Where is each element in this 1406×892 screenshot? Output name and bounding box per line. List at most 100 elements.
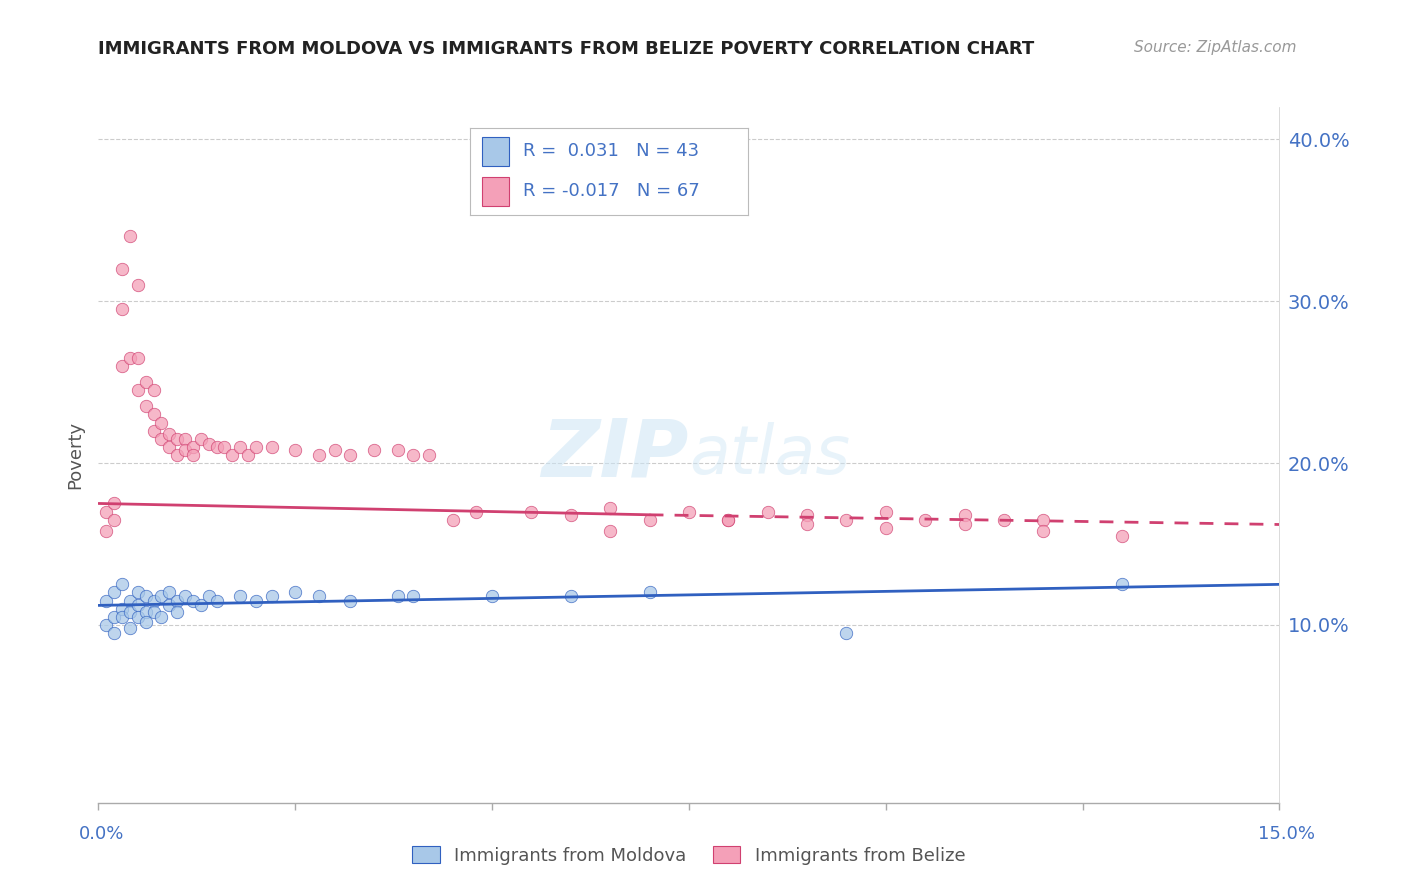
- Point: [127, 351, 149, 365]
- Point: [174, 432, 197, 446]
- Point: [197, 589, 219, 603]
- Point: [914, 513, 936, 527]
- Point: [402, 589, 425, 603]
- Point: [796, 508, 818, 522]
- Point: [260, 440, 283, 454]
- Point: [96, 593, 118, 607]
- Point: [157, 599, 180, 613]
- Point: [599, 524, 621, 538]
- Point: [418, 448, 440, 462]
- Point: [111, 577, 134, 591]
- Point: [875, 504, 897, 518]
- Point: [111, 261, 134, 276]
- Point: [339, 448, 361, 462]
- Point: [150, 609, 173, 624]
- Point: [142, 408, 165, 422]
- Point: [1111, 529, 1133, 543]
- Point: [190, 432, 212, 446]
- Point: [993, 513, 1015, 527]
- Point: [181, 440, 204, 454]
- Point: [756, 504, 779, 518]
- Point: [953, 517, 976, 532]
- Point: [205, 440, 228, 454]
- Point: [638, 513, 661, 527]
- Point: [796, 517, 818, 532]
- Point: [481, 589, 503, 603]
- Point: [142, 383, 165, 397]
- Point: [953, 508, 976, 522]
- Point: [181, 448, 204, 462]
- Point: [111, 302, 134, 317]
- Point: [717, 513, 740, 527]
- Point: [96, 524, 118, 538]
- Point: [103, 585, 125, 599]
- Point: [560, 589, 582, 603]
- Point: [875, 521, 897, 535]
- Point: [111, 609, 134, 624]
- Point: [103, 513, 125, 527]
- Point: [142, 424, 165, 438]
- Point: [150, 589, 173, 603]
- Text: 15.0%: 15.0%: [1258, 825, 1315, 843]
- Point: [221, 448, 243, 462]
- Point: [103, 626, 125, 640]
- Point: [118, 605, 141, 619]
- Point: [308, 589, 330, 603]
- Point: [166, 593, 188, 607]
- Point: [465, 504, 488, 518]
- Point: [835, 513, 858, 527]
- Point: [678, 504, 700, 518]
- Point: [835, 626, 858, 640]
- Point: [111, 601, 134, 615]
- Point: [205, 593, 228, 607]
- Point: [323, 443, 346, 458]
- Point: [135, 589, 157, 603]
- Point: [142, 605, 165, 619]
- Point: [135, 400, 157, 414]
- Point: [245, 440, 267, 454]
- Point: [339, 593, 361, 607]
- Point: [127, 278, 149, 293]
- Point: [157, 585, 180, 599]
- Text: 0.0%: 0.0%: [79, 825, 124, 843]
- Point: [118, 593, 141, 607]
- Point: [135, 375, 157, 389]
- Point: [150, 416, 173, 430]
- Point: [166, 432, 188, 446]
- Point: [236, 448, 259, 462]
- Y-axis label: Poverty: Poverty: [66, 421, 84, 489]
- Point: [135, 605, 157, 619]
- Point: [190, 599, 212, 613]
- Text: atlas: atlas: [689, 422, 851, 488]
- Text: Source: ZipAtlas.com: Source: ZipAtlas.com: [1133, 40, 1296, 55]
- Point: [599, 501, 621, 516]
- Point: [441, 513, 464, 527]
- Text: IMMIGRANTS FROM MOLDOVA VS IMMIGRANTS FROM BELIZE POVERTY CORRELATION CHART: IMMIGRANTS FROM MOLDOVA VS IMMIGRANTS FR…: [98, 40, 1035, 58]
- Legend: Immigrants from Moldova, Immigrants from Belize: Immigrants from Moldova, Immigrants from…: [404, 838, 974, 874]
- Point: [387, 443, 409, 458]
- Point: [118, 351, 141, 365]
- Point: [363, 443, 385, 458]
- Point: [638, 585, 661, 599]
- Point: [127, 599, 149, 613]
- Point: [1111, 577, 1133, 591]
- Point: [127, 609, 149, 624]
- Point: [166, 448, 188, 462]
- Point: [402, 448, 425, 462]
- Point: [284, 585, 307, 599]
- Point: [1032, 524, 1054, 538]
- Point: [103, 609, 125, 624]
- Point: [245, 593, 267, 607]
- Point: [260, 589, 283, 603]
- Point: [214, 440, 236, 454]
- Point: [142, 593, 165, 607]
- Text: ZIP: ZIP: [541, 416, 689, 494]
- Point: [135, 615, 157, 629]
- Point: [166, 605, 188, 619]
- Point: [560, 508, 582, 522]
- Point: [157, 426, 180, 441]
- Point: [127, 585, 149, 599]
- Point: [96, 504, 118, 518]
- Point: [150, 432, 173, 446]
- Point: [118, 621, 141, 635]
